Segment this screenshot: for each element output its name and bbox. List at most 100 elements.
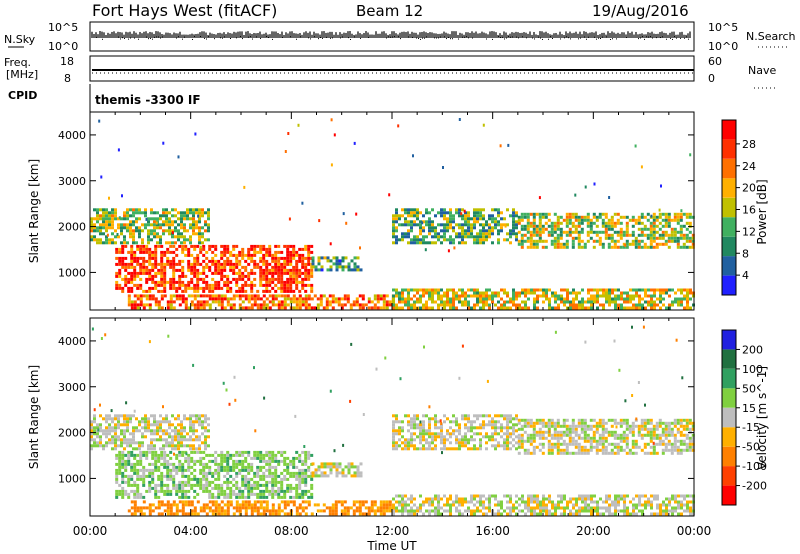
data-cell bbox=[211, 297, 215, 301]
data-cell bbox=[410, 211, 413, 215]
data-cell bbox=[166, 471, 170, 475]
data-cell bbox=[163, 474, 167, 478]
nsearch-sample bbox=[522, 36, 523, 38]
data-cell bbox=[163, 289, 167, 293]
data-cell bbox=[262, 465, 266, 469]
data-cell bbox=[482, 229, 485, 233]
data-cell bbox=[175, 247, 179, 251]
data-cell bbox=[434, 438, 437, 442]
data-cell bbox=[602, 306, 605, 310]
data-cell bbox=[548, 306, 551, 310]
data-cell bbox=[461, 414, 464, 418]
data-cell bbox=[129, 232, 132, 236]
nsearch-sample bbox=[672, 38, 673, 40]
data-cell bbox=[175, 483, 179, 487]
data-cell bbox=[401, 429, 404, 433]
data-cell bbox=[108, 238, 111, 242]
data-cell bbox=[364, 303, 368, 307]
data-cell bbox=[580, 221, 584, 225]
data-cell bbox=[189, 238, 192, 242]
data-cell bbox=[259, 450, 263, 454]
data-cell bbox=[150, 208, 153, 212]
data-cell bbox=[108, 426, 111, 430]
data-cell bbox=[271, 456, 275, 460]
data-cell bbox=[470, 217, 473, 221]
data-cell bbox=[241, 459, 245, 463]
data-cell bbox=[580, 451, 584, 455]
data-cell bbox=[649, 239, 653, 243]
data-cell bbox=[196, 271, 200, 275]
data-cell bbox=[99, 208, 102, 212]
data-cell bbox=[226, 250, 230, 254]
data-cell bbox=[550, 233, 554, 237]
data-cell bbox=[610, 233, 614, 237]
data-cell bbox=[226, 247, 230, 251]
data-cell bbox=[419, 306, 422, 310]
data-cell bbox=[268, 244, 272, 248]
data-cell bbox=[520, 215, 524, 219]
data-cell bbox=[102, 208, 105, 212]
data-cell bbox=[313, 306, 317, 310]
data-cell bbox=[289, 253, 293, 257]
data-cell bbox=[568, 218, 572, 222]
data-cell bbox=[304, 277, 308, 281]
data-cell bbox=[247, 500, 251, 504]
data-cell bbox=[235, 500, 239, 504]
data-cell bbox=[422, 291, 425, 295]
data-cell bbox=[205, 303, 209, 307]
data-cell bbox=[671, 288, 674, 292]
data-cell bbox=[163, 271, 167, 275]
data-cell bbox=[607, 218, 611, 222]
data-cell bbox=[506, 444, 509, 448]
data-cell bbox=[520, 227, 524, 231]
data-cell bbox=[196, 480, 200, 484]
data-cell bbox=[102, 232, 105, 236]
data-cell bbox=[685, 245, 689, 249]
data-cell bbox=[404, 414, 407, 418]
data-cell bbox=[259, 297, 263, 301]
data-cell bbox=[382, 294, 386, 298]
data-cell bbox=[256, 262, 260, 266]
data-cell bbox=[154, 459, 158, 463]
data-cell bbox=[121, 474, 125, 478]
nsearch-sample bbox=[156, 36, 157, 38]
data-cell bbox=[262, 489, 266, 493]
data-cell bbox=[172, 300, 176, 304]
data-cell bbox=[132, 223, 135, 227]
data-cell bbox=[553, 430, 557, 434]
data-cell bbox=[550, 448, 554, 452]
data-cell bbox=[608, 291, 611, 295]
data-cell bbox=[652, 233, 656, 237]
data-cell bbox=[181, 297, 185, 301]
data-cell bbox=[283, 462, 287, 466]
data-cell bbox=[416, 435, 419, 439]
data-cell bbox=[262, 492, 266, 496]
data-cell bbox=[187, 453, 191, 457]
data-cell bbox=[497, 306, 500, 310]
data-cell bbox=[174, 429, 177, 433]
data-cell bbox=[238, 471, 242, 475]
data-cell bbox=[410, 226, 413, 230]
data-cell bbox=[160, 474, 164, 478]
data-cell bbox=[422, 303, 425, 307]
data-cell bbox=[682, 233, 686, 237]
data-cell bbox=[198, 217, 201, 221]
data-cell bbox=[373, 294, 377, 298]
data-cell bbox=[547, 451, 551, 455]
data-cell bbox=[646, 245, 650, 249]
data-cell bbox=[425, 432, 428, 436]
data-cell bbox=[652, 236, 656, 240]
data-cell bbox=[99, 238, 102, 242]
data-cell bbox=[623, 306, 626, 310]
data-cell bbox=[679, 212, 683, 216]
data-cell bbox=[193, 259, 197, 263]
data-cell bbox=[163, 483, 167, 487]
data-cell bbox=[139, 250, 143, 254]
data-cell bbox=[187, 462, 191, 466]
data-cell bbox=[376, 294, 380, 298]
data-cell bbox=[145, 217, 148, 221]
data-cell bbox=[434, 229, 437, 233]
data-cell bbox=[565, 242, 569, 246]
data-cell bbox=[196, 492, 200, 496]
y-tick-label: 1000 bbox=[58, 266, 86, 279]
